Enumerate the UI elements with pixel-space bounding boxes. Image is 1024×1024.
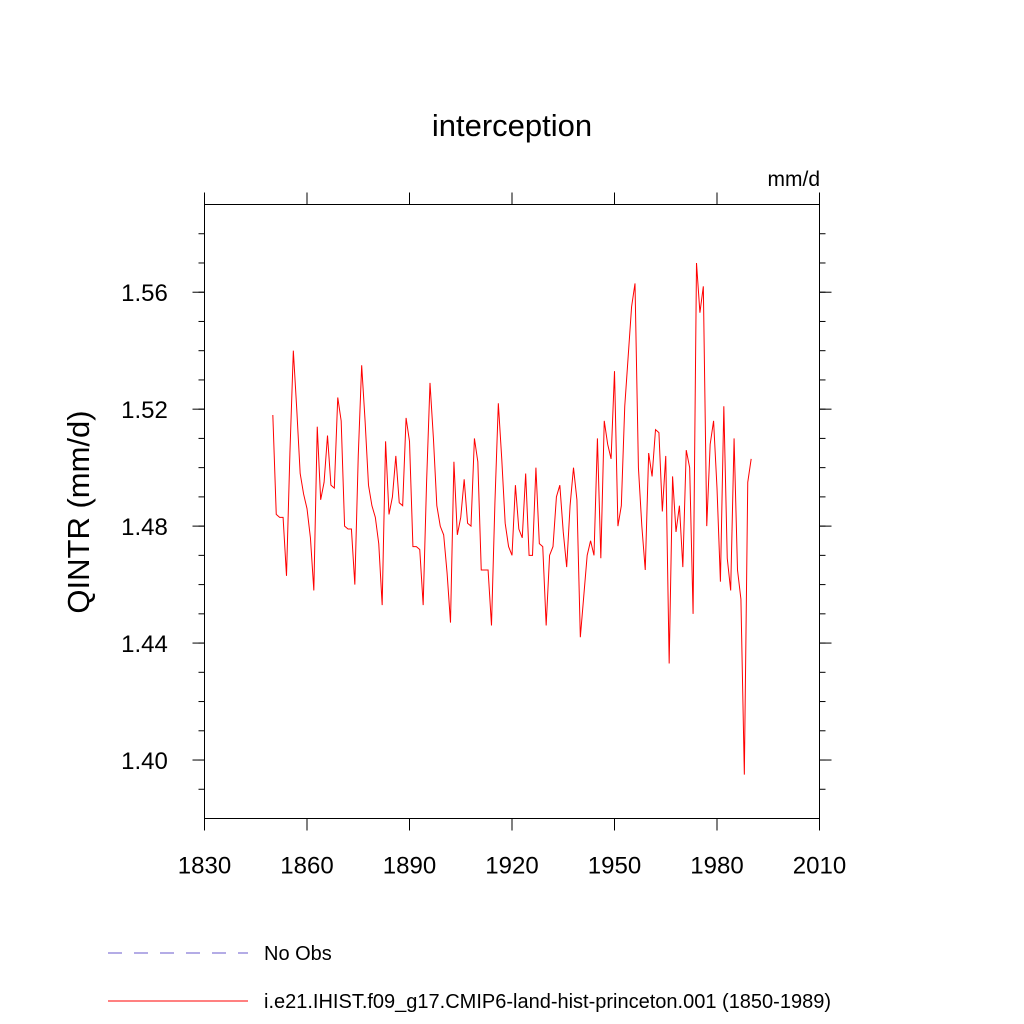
y-tick-label: 1.44 [121,631,168,658]
axis-ticks [192,192,832,831]
y-tick-label: 1.56 [121,280,168,307]
x-tick-label: 1950 [588,853,641,880]
y-tick-label: 1.52 [121,397,168,424]
y-tick-label: 1.48 [121,514,168,541]
series-line-1 [272,262,752,775]
x-tick-label: 1890 [383,853,436,880]
y-axis-label: QINTR (mm/d) [61,410,96,613]
x-tick-label: 1920 [485,853,538,880]
plot-frame [204,204,820,819]
y-tick-label: 1.40 [121,748,168,775]
y-tick-labels: 1.40 1.44 1.48 1.52 1.56 [121,280,168,775]
series-layer [272,262,752,775]
x-tick-label: 1830 [178,853,231,880]
chart-title: interception [432,108,592,143]
x-tick-labels: 1830 1860 1890 1920 1950 1980 2010 [178,853,846,880]
x-tick-label: 1860 [280,853,333,880]
legend-label-no-obs: No Obs [264,943,332,965]
units-label: mm/d [768,168,821,191]
x-tick-label: 2010 [793,853,846,880]
x-tick-label: 1980 [690,853,743,880]
legend-label-model: i.e21.IHIST.f09_g17.CMIP6-land-hist-prin… [264,991,831,1013]
legend: No Obs i.e21.IHIST.f09_g17.CMIP6-land-hi… [108,943,831,1013]
